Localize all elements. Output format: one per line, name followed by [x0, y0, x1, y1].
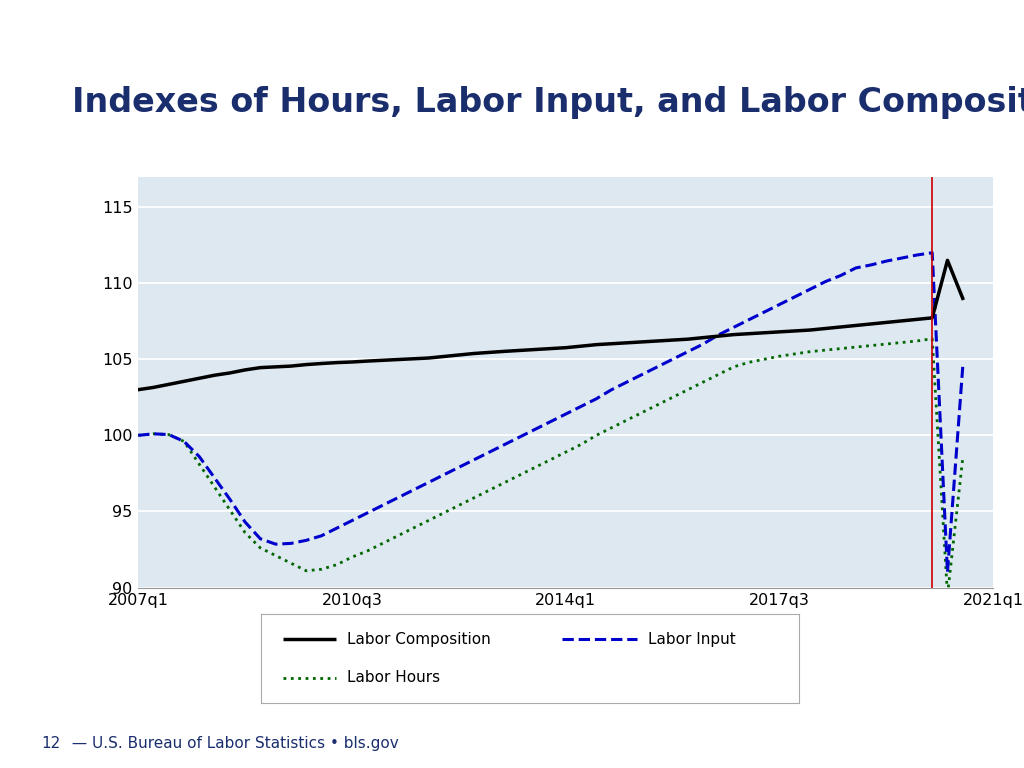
Text: Labor Input: Labor Input [648, 631, 736, 647]
Text: Labor Hours: Labor Hours [347, 670, 440, 686]
Text: — U.S. Bureau of Labor Statistics • bls.gov: — U.S. Bureau of Labor Statistics • bls.… [67, 736, 398, 751]
Text: Indexes of Hours, Labor Input, and Labor Composition: Indexes of Hours, Labor Input, and Labor… [72, 86, 1024, 119]
Text: 12: 12 [41, 736, 60, 751]
Text: Labor Composition: Labor Composition [347, 631, 490, 647]
